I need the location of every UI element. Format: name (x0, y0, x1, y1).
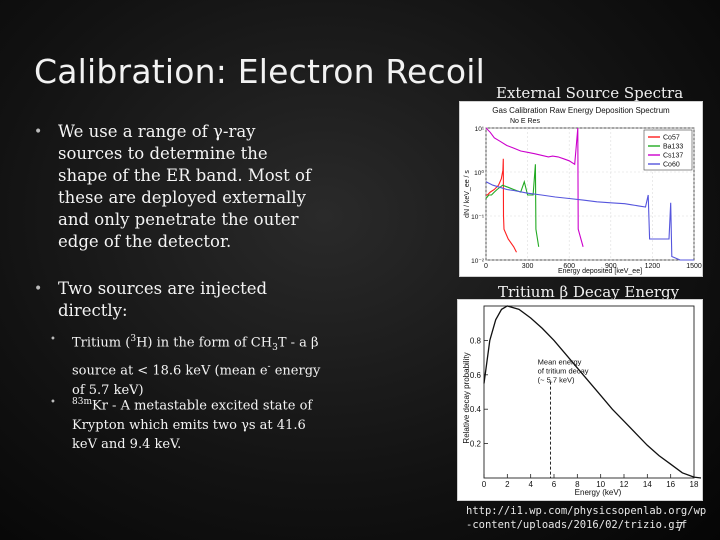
annotation-text: Mean energy (538, 357, 582, 366)
bullet-dot-icon: • (50, 334, 56, 345)
text-run: of 5.7 keV) (72, 383, 144, 399)
bullet-line: these are deployed externally (58, 188, 306, 207)
bullet-line: We use a range of γ-ray (58, 122, 256, 141)
external-source-spectra-chart: Gas Calibration Raw Energy Deposition Sp… (464, 106, 702, 275)
sub-bullet-tritium: • Tritium (3H) in the form of CH3T - a β… (50, 330, 340, 401)
x-tick-label: 16 (666, 480, 675, 489)
text-run: Krypton which emits two γs at 41.6 (72, 417, 306, 433)
y-tick-label: 0.6 (470, 371, 482, 380)
text-run: T - a β (277, 335, 319, 351)
x-axis-label: Energy (keV) (575, 488, 622, 497)
chart-series-group (483, 305, 702, 479)
sub-bullet-krypton: • 83mKr - A metastable excited state of … (50, 393, 340, 455)
x-tick-label: 10 (596, 480, 605, 489)
slide-title: Calibration: Electron Recoil (34, 52, 486, 91)
decay-curve (483, 305, 702, 479)
chart-ticks: 0 2 4 6 8 10 12 14 16 18 0.2 0.4 0.6 0.8 (470, 336, 699, 489)
y-tick-label: 10⁻¹ (471, 214, 485, 221)
x-tick-label: 18 (690, 480, 699, 489)
bullet-line: edge of the detector. (58, 232, 232, 251)
superscript: 83m (72, 397, 92, 407)
y-tick-label: 0.4 (470, 405, 482, 414)
chart-subtitle: No E Res (510, 118, 540, 125)
bullet-gamma-sources: • We use a range of γ-ray sources to det… (34, 121, 334, 253)
x-tick-label: 600 (563, 263, 575, 270)
chart-legend: Co57 Ba133 Cs137 Co60 (643, 129, 693, 171)
x-tick-label: 8 (575, 480, 580, 489)
subscript: 3 (272, 342, 278, 353)
x-tick-label: 6 (552, 480, 557, 489)
tritium-chart-panel: 0 2 4 6 8 10 12 14 16 18 0.2 0.4 0.6 0.8 Mean energy o… (458, 300, 702, 500)
y-tick-label: 0.8 (470, 336, 482, 345)
y-tick-label: 10¹ (475, 126, 485, 133)
annotation-text: of tritium decay (538, 366, 589, 375)
text-run: energy (270, 363, 321, 379)
bullet-line: Two sources are injected (58, 279, 268, 298)
text-run: Kr - A metastable excited state of (92, 398, 313, 414)
tritium-caption: Tritium β Decay Energy (498, 283, 680, 301)
superscript: 3 (130, 334, 137, 344)
bullet-dot-icon: • (34, 124, 43, 140)
chart-ticks: 0 300 600 900 1200 1500 10⁻² 10⁻¹ 10⁰ 10¹ (471, 126, 702, 270)
x-tick-label: 2 (505, 480, 510, 489)
chart-series-group (485, 127, 694, 261)
image-credit: http://i1.wp.com/physicsopenlab.org/wp -… (466, 504, 706, 532)
bullet-injected-sources: • Two sources are injected directly: (34, 278, 334, 322)
chart-title: Gas Calibration Raw Energy Deposition Sp… (492, 106, 670, 115)
text-run: H) in the form of CH (136, 335, 273, 351)
y-axis-label: dN / keV_ee / s (464, 170, 471, 218)
series-line-cs137 (485, 127, 584, 247)
credit-line: -content/uploads/2016/02/trizio.gif (466, 519, 688, 531)
bullet-line: sources to determine the (58, 144, 268, 163)
chart-axes (483, 305, 695, 479)
x-axis-label: Energy deposited [keV_ee] (558, 268, 642, 275)
external-source-chart-panel: Gas Calibration Raw Energy Deposition Sp… (460, 102, 702, 276)
x-tick-label: 4 (528, 480, 533, 489)
x-tick-label: 0 (484, 263, 488, 270)
x-tick-label: 300 (522, 263, 534, 270)
text-run: source at < 18.6 keV (mean e (72, 363, 268, 379)
annotation-text: (~ 5.7 keV) (538, 375, 575, 384)
x-tick-label: 1200 (645, 263, 661, 270)
series-line-co57 (486, 158, 517, 253)
bullet-dot-icon: • (34, 281, 43, 297)
series-line-ba133 (485, 164, 540, 247)
y-tick-label: 10⁰ (474, 169, 484, 177)
legend-label: Co60 (663, 162, 680, 169)
x-tick-label: 12 (620, 480, 629, 489)
bullet-line: and only penetrate the outer (58, 210, 299, 229)
bullet-dot-icon: • (50, 397, 56, 408)
legend-label: Ba133 (663, 144, 683, 151)
x-tick-label: 900 (605, 263, 617, 270)
y-tick-label: 0.2 (470, 440, 482, 449)
y-tick-label: 10⁻² (471, 258, 485, 265)
plot-frame (483, 305, 695, 479)
page-number: 7 (676, 520, 684, 534)
x-tick-label: 14 (643, 480, 652, 489)
legend-label: Co57 (663, 135, 680, 142)
credit-line: http://i1.wp.com/physicsopenlab.org/wp (466, 505, 707, 517)
y-axis-label: Relative decay probability (462, 352, 471, 443)
x-tick-label: 1500 (686, 263, 702, 270)
bullet-line: shape of the ER band. Most of (58, 166, 312, 185)
legend-label: Cs137 (663, 153, 683, 160)
external-source-caption: External Source Spectra (496, 84, 684, 102)
x-tick-label: 0 (482, 480, 487, 489)
series-line-co60 (485, 181, 694, 261)
tritium-decay-chart: 0 2 4 6 8 10 12 14 16 18 0.2 0.4 0.6 0.8 Mean energyo… (462, 305, 702, 497)
text-run: Tritium ( (72, 335, 131, 351)
text-run: keV and 9.4 keV. (72, 437, 182, 453)
superscript: - (267, 362, 271, 373)
bullet-line: directly: (58, 301, 128, 320)
